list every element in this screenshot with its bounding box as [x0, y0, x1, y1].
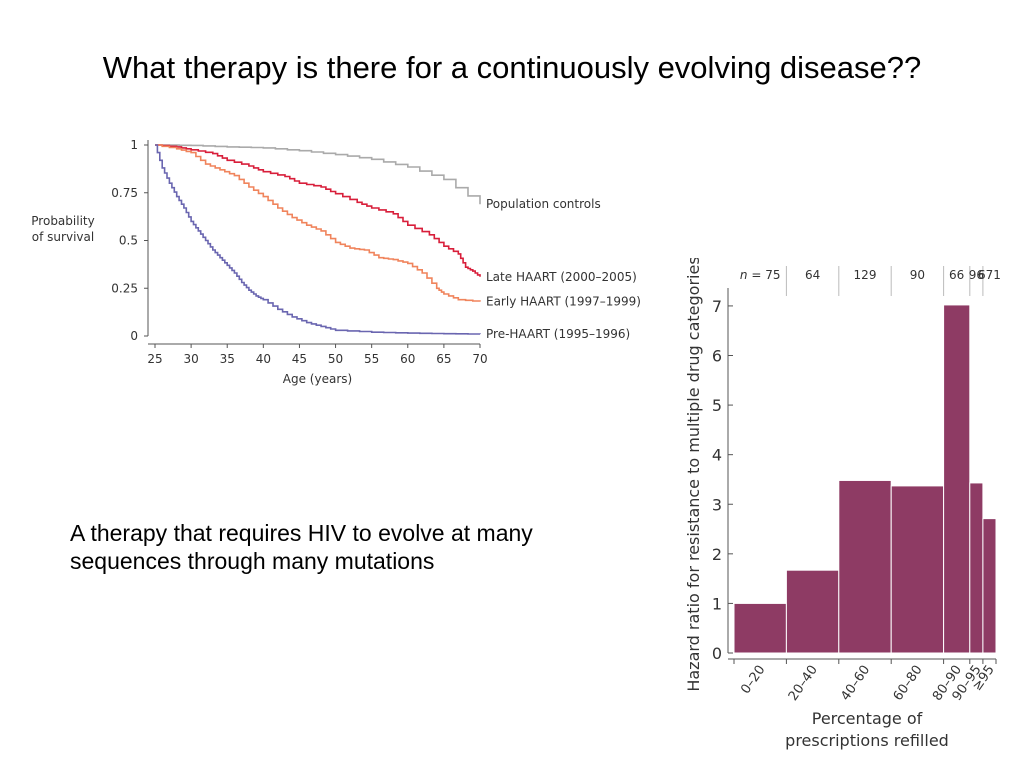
survival-x-tick-label: 45	[292, 352, 307, 366]
hazard-n-label: n = 75	[740, 268, 781, 282]
hazard-y-tick-label: 7	[712, 297, 722, 316]
hazard-y-tick-label: 5	[712, 396, 722, 415]
hazard-y-tick-label: 3	[712, 495, 722, 514]
survival-series-line-2	[155, 144, 481, 302]
survival-x-tick-label: 65	[436, 352, 451, 366]
hazard-bar	[969, 482, 984, 654]
survival-x-tick-label: 30	[183, 352, 198, 366]
survival-x-tick-label: 60	[400, 352, 415, 366]
hazard-n-value: 129	[854, 268, 877, 282]
survival-series-label: Pre-HAART (1995–1996)	[486, 327, 630, 341]
survival-series-label: Early HAART (1997–1999)	[486, 295, 641, 309]
hazard-bar	[890, 485, 945, 654]
hazard-bar	[733, 602, 787, 654]
survival-x-axis-label: Age (years)	[283, 372, 352, 386]
survival-x-tick-label: 35	[220, 352, 235, 366]
hazard-x-tick-label: 0–20	[738, 663, 768, 697]
hazard-y-axis-label: Hazard ratio for resistance to multiple …	[684, 258, 703, 692]
hazard-n-label: 129	[854, 268, 877, 282]
hazard-n-label: 64	[805, 268, 820, 282]
hazard-n-value: 66	[949, 268, 964, 282]
hazard-bar	[982, 518, 997, 654]
survival-series-label: Late HAART (2000–2005)	[486, 270, 637, 284]
hazard-x-tick-label: 60–80	[891, 663, 926, 704]
hazard-n-label: 90	[910, 268, 925, 282]
hazard-n-label: 66	[949, 268, 964, 282]
survival-chart: 0 0.25 0.5 0.75 1 25 30 35 40 45 50 55 60 65 70 Age (ye…	[31, 138, 641, 386]
hazard-y-tick-label: 1	[712, 594, 722, 613]
hazard-y-tick-label: 6	[712, 347, 722, 366]
hazard-n-value: 75	[765, 268, 780, 282]
hazard-bar	[943, 304, 971, 654]
survival-series-label: Population controls	[486, 197, 601, 211]
survival-x-tick-label: 50	[328, 352, 343, 366]
hazard-n-label: 671	[978, 268, 1001, 282]
survival-series	[155, 144, 481, 335]
survival-series-labels: Population controls Late HAART (2000–2005…	[486, 197, 641, 341]
hazard-y-tick-label: 0	[712, 644, 722, 663]
survival-series-line-3	[155, 144, 481, 335]
survival-y-tick-label: 0.75	[111, 186, 138, 200]
body-text: A therapy that requires HIV to evolve at…	[70, 520, 533, 574]
survival-y-tick-label: 0.25	[111, 281, 138, 295]
hazard-n-value: 90	[910, 268, 925, 282]
survival-series-line-0	[155, 144, 481, 205]
hazard-bar	[785, 569, 840, 654]
survival-series-line-1	[155, 144, 481, 277]
survival-y-tick-label: 0.5	[119, 234, 138, 248]
hazard-x-axis-label: prescriptions refilled	[785, 731, 949, 750]
hazard-n-value: 671	[978, 268, 1001, 282]
hazard-n-prefix-suffix: =	[748, 268, 766, 282]
survival-y-axis-label: Probability	[31, 214, 94, 228]
hazard-bars	[733, 304, 997, 654]
hazard-x-axis-label: Percentage of	[812, 709, 923, 728]
survival-y-tick-label: 0	[130, 329, 138, 343]
hazard-x-tick-label: 20–40	[786, 663, 821, 704]
survival-y-tick-label: 1	[130, 138, 138, 152]
survival-axes: 0 0.25 0.5 0.75 1 25 30 35 40 45 50 55 60 65 70 Age (ye…	[31, 138, 487, 386]
hazard-n-value: 64	[805, 268, 820, 282]
survival-x-tick-label: 25	[147, 352, 162, 366]
hazard-x-tick-label: 40–60	[838, 663, 873, 704]
hazard-n-value: 96	[969, 268, 984, 282]
slide-title: What therapy is there for a continuously…	[102, 50, 922, 85]
survival-y-axis-label: of survival	[32, 230, 94, 244]
survival-x-tick-label: 40	[256, 352, 271, 366]
hazard-n-label: 96	[969, 268, 984, 282]
survival-x-tick-label: 70	[472, 352, 487, 366]
survival-x-tick-label: 55	[364, 352, 379, 366]
hazard-n-prefix: n	[740, 268, 748, 282]
hazard-bar	[838, 479, 892, 654]
hazard-y-tick-label: 4	[712, 446, 722, 465]
hazard-y-tick-label: 2	[712, 545, 722, 564]
